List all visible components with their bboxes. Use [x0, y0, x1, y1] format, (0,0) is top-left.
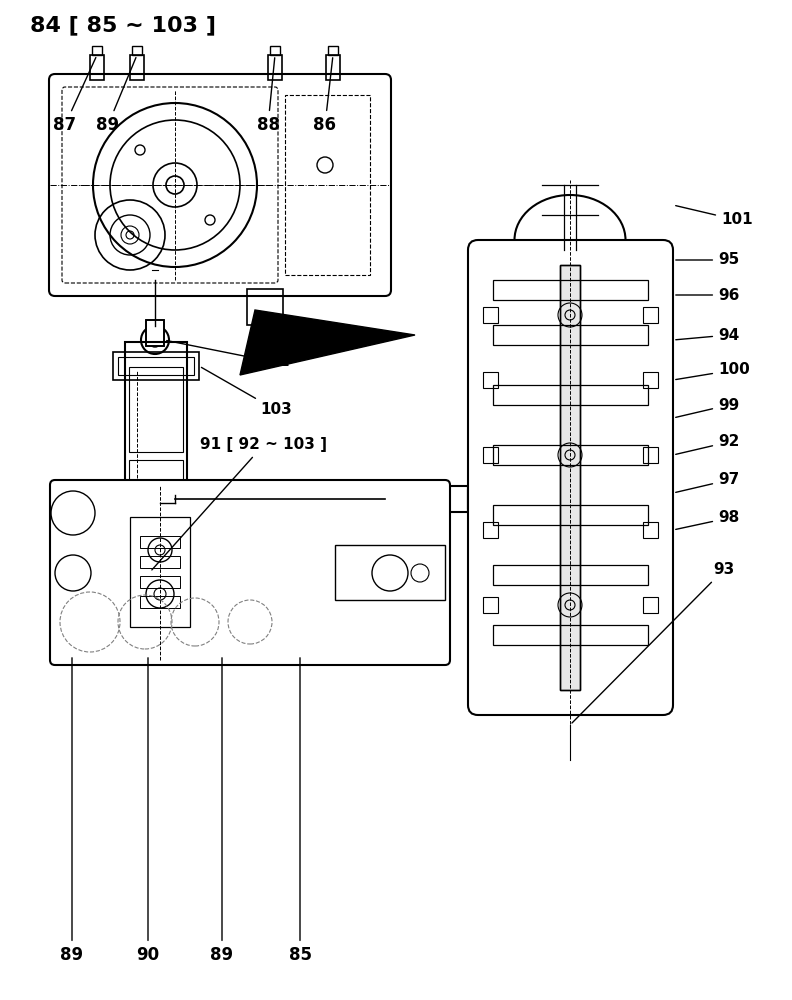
Text: 98: 98 [676, 510, 739, 529]
Text: 91 [ 92 ~ 103 ]: 91 [ 92 ~ 103 ] [152, 438, 327, 570]
Text: 87: 87 [53, 58, 96, 134]
Text: 89: 89 [60, 658, 84, 964]
Bar [385, 488, 440, 510]
Bar [130, 517, 190, 627]
Bar [483, 372, 498, 388]
Bar [146, 320, 164, 346]
FancyBboxPatch shape [468, 240, 673, 715]
Bar [140, 556, 180, 568]
Bar [483, 447, 498, 463]
Bar [508, 488, 540, 510]
Bar [129, 460, 183, 482]
Text: 89: 89 [211, 658, 234, 964]
Bar [247, 289, 283, 325]
Bar [132, 46, 142, 55]
Text: 88: 88 [257, 58, 280, 134]
Text: 103: 103 [201, 367, 291, 418]
Text: 102: 102 [167, 341, 290, 369]
Text: 89: 89 [97, 58, 136, 134]
Bar [92, 46, 102, 55]
Text: 93: 93 [572, 562, 734, 723]
Bar [493, 505, 648, 525]
Text: 90: 90 [136, 658, 159, 964]
FancyBboxPatch shape [50, 480, 450, 665]
Text: 84 [ 85 ~ 103 ]: 84 [ 85 ~ 103 ] [30, 15, 216, 35]
Bar [643, 307, 658, 323]
Bar [285, 95, 370, 275]
Bar [335, 545, 445, 600]
Bar [468, 490, 508, 508]
Text: 86: 86 [314, 58, 337, 134]
Bar [125, 342, 187, 490]
Bar [493, 445, 648, 465]
Bar [90, 55, 104, 80]
Bar [508, 492, 540, 506]
Bar [326, 55, 340, 80]
Polygon shape [240, 310, 415, 375]
Bar [118, 357, 194, 375]
Bar [493, 280, 648, 300]
Bar [493, 385, 648, 405]
Bar [493, 565, 648, 585]
Text: 95: 95 [676, 252, 739, 267]
Bar [270, 46, 280, 55]
Bar [328, 46, 338, 55]
Bar [483, 522, 498, 538]
Bar [146, 320, 164, 346]
Bar [643, 522, 658, 538]
Bar [483, 597, 498, 613]
Bar [140, 576, 180, 588]
Bar [483, 307, 498, 323]
Text: 92: 92 [676, 434, 740, 454]
Bar [130, 55, 144, 80]
Bar [643, 597, 658, 613]
Text: 94: 94 [676, 328, 739, 342]
FancyBboxPatch shape [49, 74, 391, 296]
Bar [113, 352, 199, 380]
Bar [560, 265, 580, 690]
Text: 97: 97 [676, 473, 739, 492]
Bar [440, 486, 468, 512]
Bar [140, 536, 180, 548]
Bar [643, 447, 658, 463]
Text: 85: 85 [288, 658, 311, 964]
Text: 100: 100 [676, 362, 750, 380]
Text: 101: 101 [676, 206, 752, 228]
Bar [493, 325, 648, 345]
Bar [493, 625, 648, 645]
Bar [129, 367, 183, 452]
Bar [643, 372, 658, 388]
Bar [255, 322, 275, 340]
Bar [560, 265, 580, 690]
Text: 99: 99 [676, 397, 739, 417]
Text: 96: 96 [676, 288, 740, 302]
Bar [140, 596, 180, 608]
Bar [268, 55, 282, 80]
